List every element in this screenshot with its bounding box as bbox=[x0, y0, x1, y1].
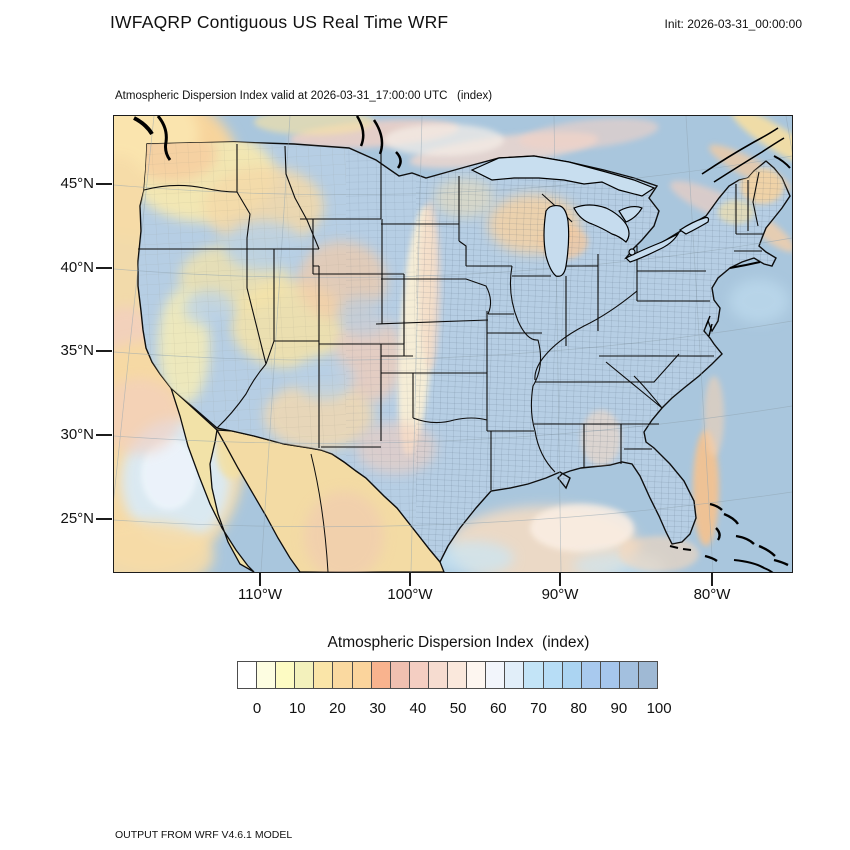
dispersion-map bbox=[114, 116, 792, 572]
legend-colorbar bbox=[237, 661, 659, 689]
legend-color-cell bbox=[523, 661, 544, 689]
legend-tick-value: 20 bbox=[329, 700, 346, 717]
legend-color-cell bbox=[637, 661, 659, 689]
legend-tick-value: 100 bbox=[646, 700, 672, 717]
legend-color-cell bbox=[561, 661, 582, 689]
map-canvas bbox=[113, 115, 793, 573]
legend-tick-value: 50 bbox=[449, 700, 467, 717]
legend-tick-labels: 0 10 20 30 40 50 60 70 80 90 100 bbox=[237, 700, 680, 720]
y-tick-mark bbox=[96, 350, 112, 352]
legend-color-cell bbox=[485, 661, 506, 689]
legend-color-cell bbox=[370, 661, 391, 689]
legend-tick-value: 40 bbox=[409, 700, 427, 717]
y-tick-label: 25°N bbox=[60, 510, 94, 527]
legend-title: Atmospheric Dispersion Index (index) bbox=[327, 634, 590, 651]
legend-color-cell bbox=[427, 661, 449, 689]
legend-color-cell bbox=[389, 661, 410, 689]
legend-color-cell bbox=[237, 661, 258, 689]
legend-tick-value: 10 bbox=[288, 700, 306, 717]
legend-color-cell bbox=[618, 661, 639, 689]
legend-tick-value: 90 bbox=[610, 700, 628, 717]
y-tick-label: 30°N bbox=[60, 426, 94, 443]
y-tick-mark bbox=[96, 434, 112, 436]
y-tick-label: 45°N bbox=[60, 175, 94, 192]
legend-color-cell bbox=[332, 661, 353, 689]
legend-color-cell bbox=[599, 661, 620, 689]
legend-color-cell bbox=[466, 661, 487, 689]
legend-color-cell bbox=[275, 661, 296, 689]
great-lakes bbox=[470, 155, 710, 277]
legend-color-cell bbox=[580, 661, 601, 689]
y-tick-label: 35°N bbox=[60, 342, 94, 359]
x-tick-label: 80°W bbox=[693, 586, 731, 603]
x-tick-mark bbox=[559, 572, 561, 586]
footer-line1: OUTPUT FROM WRF V4.6.1 MODEL bbox=[115, 829, 293, 841]
coastline-details bbox=[133, 116, 791, 572]
legend-color-cell bbox=[351, 661, 372, 689]
x-tick-label: 110°W bbox=[237, 586, 283, 603]
y-tick-mark bbox=[96, 518, 112, 520]
x-tick-mark bbox=[259, 572, 261, 586]
x-tick-label: 90°W bbox=[541, 586, 579, 603]
legend-color-cell bbox=[542, 661, 563, 689]
legend-tick-value: 30 bbox=[369, 700, 387, 717]
legend-color-cell bbox=[447, 661, 468, 689]
legend-color-cell bbox=[408, 661, 429, 689]
legend-color-cell bbox=[313, 661, 334, 689]
map-subtitle: Atmospheric Dispersion Index valid at 20… bbox=[115, 90, 493, 102]
x-tick-mark bbox=[409, 572, 411, 586]
x-tick-label: 100°W bbox=[387, 586, 433, 603]
legend-tick-value: 60 bbox=[489, 700, 507, 717]
model-footer: OUTPUT FROM WRF V4.6.1 MODEL WE = 580 ; … bbox=[115, 803, 528, 850]
state-borders bbox=[138, 144, 764, 490]
legend-color-cell bbox=[504, 661, 525, 689]
legend-color-cell bbox=[256, 661, 277, 689]
legend-tick-value: 0 bbox=[252, 700, 262, 717]
y-tick-label: 40°N bbox=[60, 259, 94, 276]
page-title: IWFAQRP Contiguous US Real Time WRF bbox=[110, 12, 449, 32]
legend-color-cell bbox=[294, 661, 315, 689]
x-tick-mark bbox=[711, 572, 713, 586]
y-tick-mark bbox=[96, 183, 112, 185]
y-tick-mark bbox=[96, 267, 112, 269]
legend-tick-value: 70 bbox=[530, 700, 547, 717]
init-timestamp: Init: 2026-03-31_00:00:00 bbox=[664, 17, 802, 31]
legend-tick-value: 80 bbox=[570, 700, 588, 717]
